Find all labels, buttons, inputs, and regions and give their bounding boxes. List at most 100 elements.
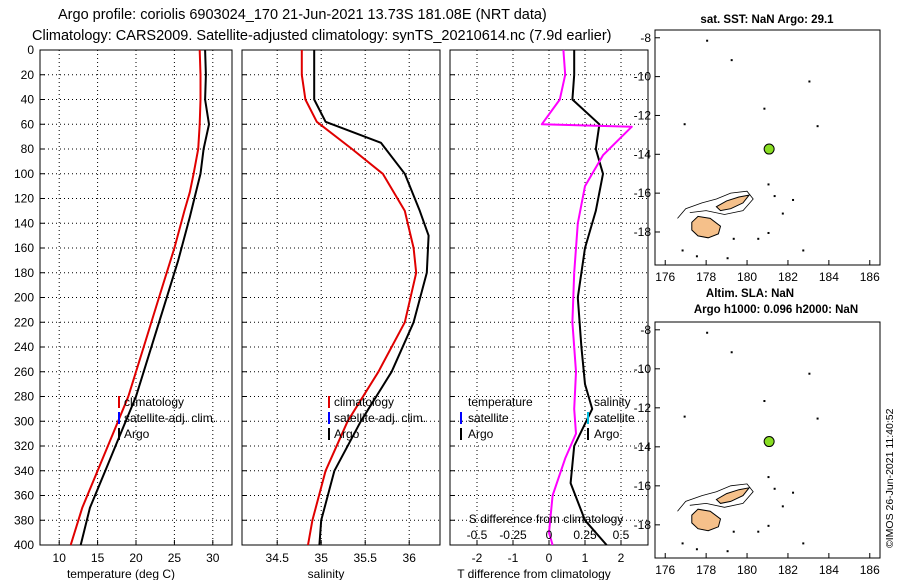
y-tick-label: 100 <box>14 167 34 181</box>
islet <box>808 80 811 83</box>
islet <box>683 123 686 126</box>
map-x-tick-label: 180 <box>737 270 757 284</box>
legend-marker <box>118 412 120 424</box>
map-x-tick-label: 178 <box>696 270 716 284</box>
x-tick-label: 15 <box>91 551 105 565</box>
map-y-tick-label: -8 <box>640 31 651 45</box>
map-y-tick-label: -18 <box>634 518 652 532</box>
islet <box>763 107 766 110</box>
y-tick-label: 240 <box>14 340 34 354</box>
series-line-climatology <box>69 49 202 546</box>
islet <box>802 249 805 252</box>
x-tick-label: 34.5 <box>266 551 290 565</box>
map-panel-1: 176 178 180 182 184 186 -8 -10 -12 -14 -16 -18 <box>634 29 881 284</box>
map-2-subtitle: Argo h1000: 0.096 h2000: NaN <box>694 304 858 316</box>
legend-label: Argo <box>468 427 494 441</box>
argo-position-marker <box>763 436 775 448</box>
secondary-axis-label: S difference from climatology <box>469 512 624 526</box>
map-2-title: Altim. SLA: NaN <box>706 288 794 300</box>
map-x-tick-label: 182 <box>778 270 798 284</box>
x-tick-label: 2 <box>618 551 625 565</box>
map-x-tick-label: 176 <box>655 270 675 284</box>
map-x-tick-label: 178 <box>696 563 716 577</box>
land-viti-levu <box>691 508 722 532</box>
map-panel-2: 176 178 180 182 184 186 -8 -10 -12 -14 -16 -18 <box>634 321 881 577</box>
legend-label: satellite-adj. clim. <box>334 411 426 425</box>
y-tick-label: 280 <box>14 390 34 404</box>
map-x-tick-label: 180 <box>737 563 757 577</box>
y-tick-label: 20 <box>21 68 35 82</box>
map-y-tick-label: -18 <box>634 225 652 239</box>
legend-marker <box>328 396 330 408</box>
y-tick-label: 40 <box>21 93 35 107</box>
x-tick-label: 30 <box>206 551 220 565</box>
islet <box>683 415 686 418</box>
y-tick-label: 220 <box>14 315 34 329</box>
islet <box>767 476 770 479</box>
map-y-tick-label: -12 <box>634 401 652 415</box>
islet <box>706 39 709 42</box>
islet <box>792 198 795 201</box>
legend-panel-1: climatology satellite-adj. clim. Argo <box>118 395 216 441</box>
legend-marker <box>328 412 330 424</box>
y-tick-label: 180 <box>14 266 34 280</box>
islet <box>730 59 733 62</box>
series-line-temperature <box>569 50 608 546</box>
islet <box>767 183 770 186</box>
y-tick-label: 300 <box>14 414 34 428</box>
legend-label: Argo <box>334 427 360 441</box>
map-x-tick-label: 182 <box>778 563 798 577</box>
map-1-title: sat. SST: NaN Argo: 29.1 <box>700 14 834 26</box>
secondary-x-tick-label: 0 <box>546 528 553 542</box>
secondary-x-tick-label: -0.25 <box>499 528 527 542</box>
map-y-tick-label: -12 <box>634 108 652 122</box>
islet <box>781 212 784 215</box>
islet <box>816 125 819 128</box>
islet <box>757 237 760 240</box>
legend-marker <box>587 412 589 424</box>
plot-frame <box>241 49 441 546</box>
secondary-x-tick-label: 0.5 <box>613 528 630 542</box>
legend-panel-3: temperature satellite Argo salinity satellit… <box>460 395 635 542</box>
legend-label: climatology <box>124 395 184 409</box>
legend-marker <box>328 428 330 440</box>
islet <box>767 524 770 527</box>
x-tick-label: 36 <box>403 551 417 565</box>
y-tick-label: 360 <box>14 489 34 503</box>
x-tick-label: -1 <box>508 551 519 565</box>
chart-layer: 10 15 20 25 30020406080100120140160180200220… <box>14 14 881 580</box>
islet <box>781 505 784 508</box>
legend-label: Argo <box>124 427 150 441</box>
legend-label: satellite <box>468 411 509 425</box>
islet <box>757 530 760 533</box>
legend-marker <box>460 428 462 440</box>
legend-label: satellite <box>594 411 635 425</box>
map-x-tick-label: 186 <box>860 270 880 284</box>
islet <box>726 550 729 553</box>
plot-frame <box>449 49 649 546</box>
legend-label: salinity <box>594 395 631 409</box>
islet <box>773 195 776 198</box>
islet <box>726 257 729 260</box>
map-y-tick-label: -16 <box>634 186 652 200</box>
legend-label: Argo <box>594 427 620 441</box>
legend-label: satellite-adj. clim. <box>124 411 216 425</box>
x-tick-label: 20 <box>129 551 143 565</box>
map-x-tick-label: 176 <box>655 563 675 577</box>
legend-marker <box>587 428 589 440</box>
map-y-tick-label: -16 <box>634 479 652 493</box>
figure-title-line-1: Argo profile: coriolis 6903024_170 21-Ju… <box>58 7 547 23</box>
islet <box>730 351 733 354</box>
land-vanua-levu <box>715 194 751 212</box>
y-tick-label: 340 <box>14 464 34 478</box>
land-viti-levu <box>691 215 722 239</box>
series-line-argo <box>313 50 430 546</box>
map-y-tick-label: -10 <box>634 362 652 376</box>
x-tick-label: 10 <box>53 551 67 565</box>
islet <box>802 542 805 545</box>
y-tick-label: 200 <box>14 291 34 305</box>
islet <box>695 548 698 551</box>
islet <box>808 372 811 375</box>
legend-label: temperature <box>468 395 533 409</box>
